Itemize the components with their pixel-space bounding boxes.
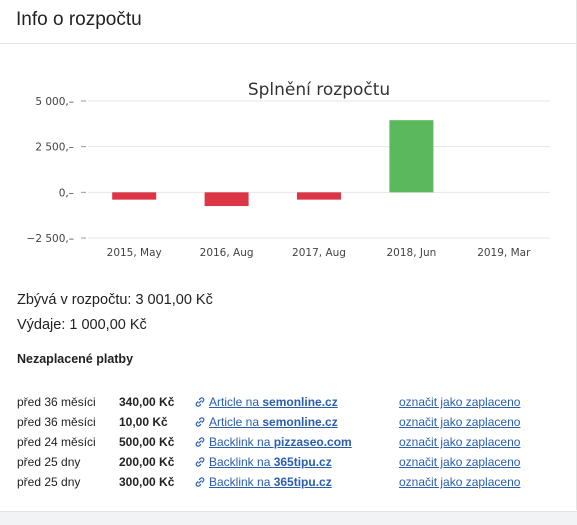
unpaid-payment-row: před 24 měsíci 500,00 Kč Backlink na pizza… <box>0 435 577 455</box>
y-tick-label: 0,– <box>59 187 74 199</box>
x-tick-label: 2015, May <box>107 247 162 259</box>
unpaid-payment-row: před 25 dny 200,00 Kč Backlink na 365tipu.… <box>0 455 577 475</box>
payment-item-link[interactable]: Article na semonline.cz <box>194 415 338 429</box>
chart-bar <box>204 192 249 207</box>
x-tick-label: 2017, Aug <box>292 247 346 259</box>
link-prefix: Article na <box>209 395 263 409</box>
payment-amount: 500,00 Kč <box>119 435 175 449</box>
link-domain: semonline.cz <box>262 395 338 409</box>
chart-bar <box>297 192 341 200</box>
link-prefix: Backlink na <box>209 435 274 449</box>
mark-as-paid-link[interactable]: označit jako zaplaceno <box>399 395 521 409</box>
link-prefix: Article na <box>209 415 263 429</box>
x-tick-label: 2019, Mar <box>477 247 531 259</box>
remaining-budget: Zbývá v rozpočtu: 3 001,00 Kč <box>17 292 213 308</box>
link-domain: pizzaseo.com <box>273 435 352 449</box>
budget-chart: Splnění rozpočtu 5 000,– 2 500,– 0,– −2 500,… <box>27 80 550 259</box>
link-icon <box>195 437 205 447</box>
payment-time: před 25 dny <box>17 475 81 489</box>
link-icon <box>195 477 205 487</box>
link-prefix: Backlink na <box>209 475 274 489</box>
payment-time: před 25 dny <box>17 455 81 469</box>
y-tick-label: 2 500,– <box>35 142 74 154</box>
expenses-total: Výdaje: 1 000,00 Kč <box>17 317 147 333</box>
payment-amount: 300,00 Kč <box>119 475 175 489</box>
mark-as-paid-link[interactable]: označit jako zaplaceno <box>399 455 521 469</box>
budget-info-panel: Info o rozpočtu Splnění rozpočtu 5 000,– 2… <box>0 0 577 510</box>
mark-as-paid-link[interactable]: označit jako zaplaceno <box>399 475 521 489</box>
unpaid-payments-title: Nezaplacené platby <box>17 352 134 366</box>
link-domain: 365tipu.cz <box>273 475 332 489</box>
payment-item-link[interactable]: Article na semonline.cz <box>194 395 338 409</box>
link-icon <box>195 457 205 467</box>
y-tick-label: 5 000,– <box>35 96 74 108</box>
payment-amount: 200,00 Kč <box>119 455 175 469</box>
x-tick-label: 2018, Jun <box>386 247 436 259</box>
panel-header: Info o rozpočtu <box>0 0 576 44</box>
link-icon <box>195 417 205 427</box>
payment-time: před 24 měsíci <box>17 435 96 449</box>
panel-title: Info o rozpočtu <box>16 9 142 30</box>
link-icon <box>195 397 205 407</box>
chart-bar <box>389 120 434 193</box>
link-domain: 365tipu.cz <box>273 455 332 469</box>
link-prefix: Backlink na <box>209 455 274 469</box>
payment-amount: 340,00 Kč <box>119 395 175 409</box>
payment-time: před 36 měsíci <box>17 395 96 409</box>
unpaid-payment-row: před 36 měsíci 340,00 Kč Article na semonl… <box>0 395 577 415</box>
bottom-strip <box>0 511 577 525</box>
link-domain: semonline.cz <box>262 415 338 429</box>
payment-time: před 36 měsíci <box>17 415 96 429</box>
unpaid-payment-row: před 36 měsíci 10,00 Kč Article na semonli… <box>0 415 577 435</box>
unpaid-payment-row: před 25 dny 300,00 Kč Backlink na 365tipu.… <box>0 475 577 495</box>
y-tick-label: −2 500,– <box>27 233 74 245</box>
x-tick-label: 2016, Aug <box>200 247 254 259</box>
payment-item-link[interactable]: Backlink na 365tipu.cz <box>194 455 332 469</box>
chart-bar <box>112 192 157 200</box>
mark-as-paid-link[interactable]: označit jako zaplaceno <box>399 415 521 429</box>
chart-title: Splnění rozpočtu <box>248 80 390 100</box>
payment-amount: 10,00 Kč <box>119 415 168 429</box>
payment-item-link[interactable]: Backlink na pizzaseo.com <box>194 435 352 449</box>
payment-item-link[interactable]: Backlink na 365tipu.cz <box>194 475 332 489</box>
mark-as-paid-link[interactable]: označit jako zaplaceno <box>399 435 521 449</box>
